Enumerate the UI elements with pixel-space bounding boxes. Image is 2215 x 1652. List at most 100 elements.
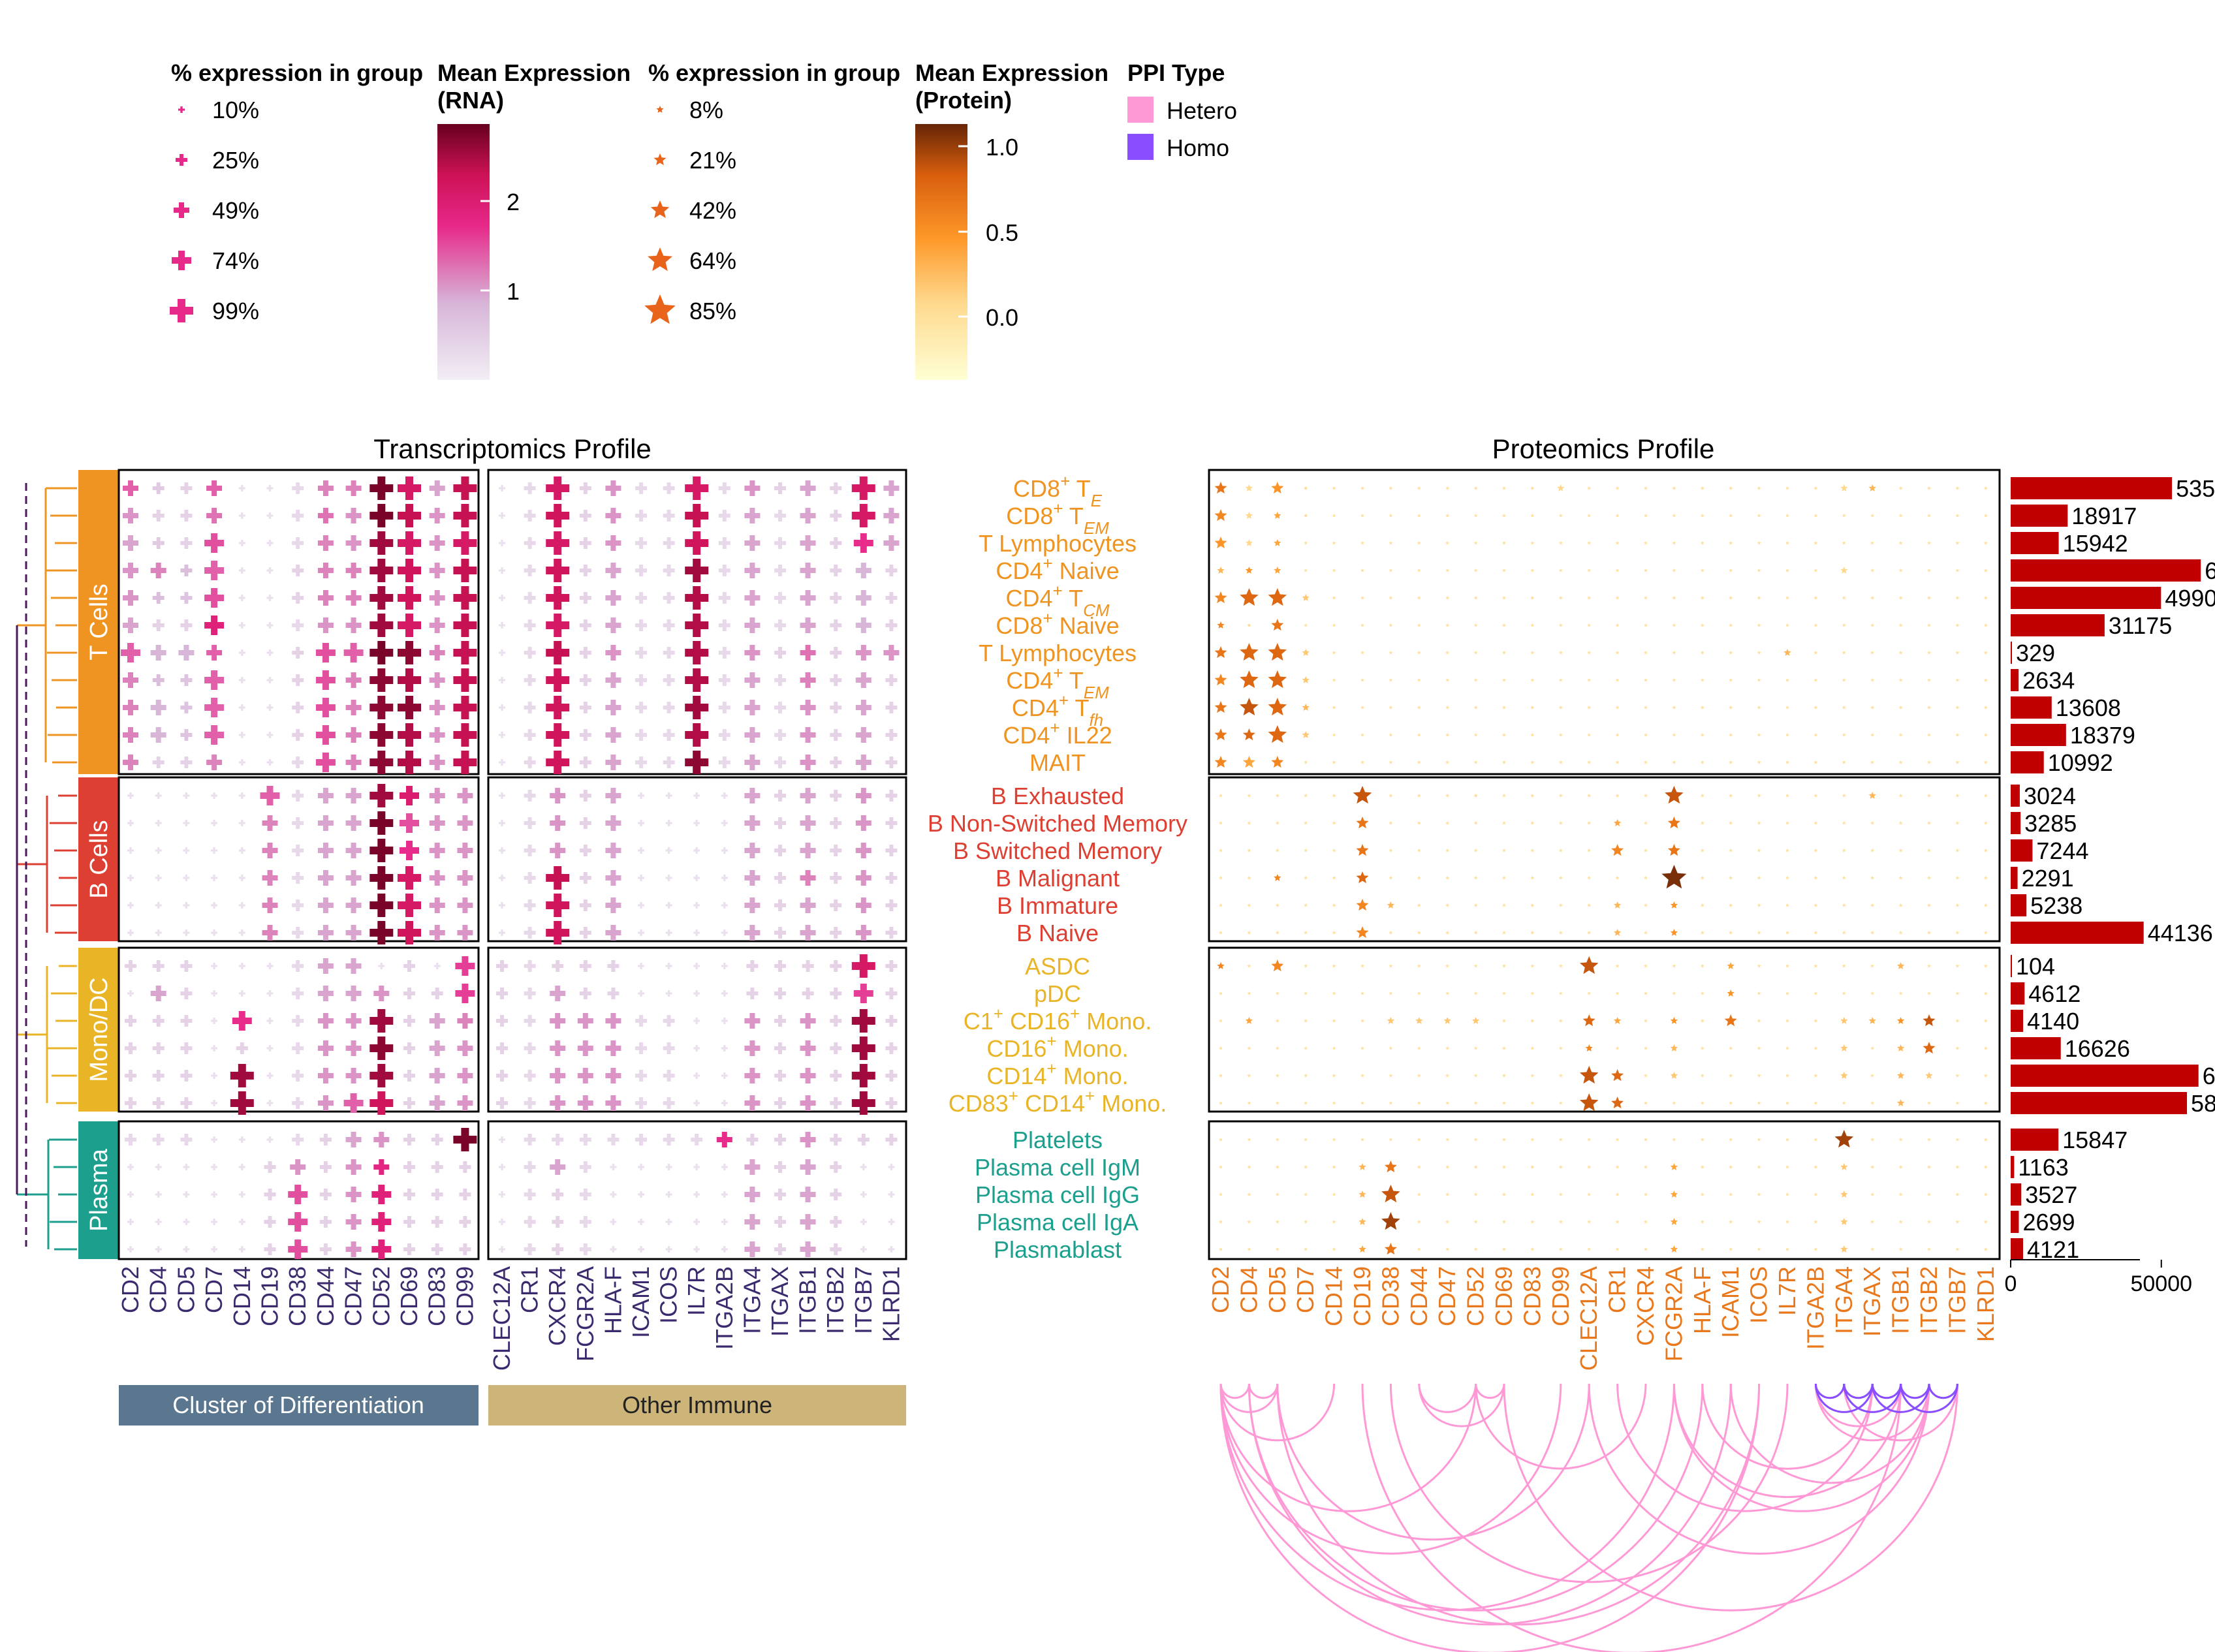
protein-gene-label: ICAM1 — [1717, 1266, 1744, 1338]
rna-expression-dot — [345, 1214, 362, 1230]
protein-expression-star — [1274, 539, 1281, 546]
rna-expression-dot — [605, 1013, 621, 1029]
protein-expression-star — [1587, 595, 1592, 600]
protein-expression-star — [1927, 1164, 1931, 1169]
rna-expression-dot — [211, 1191, 218, 1198]
protein-gene-label: FCGR2A — [1660, 1266, 1687, 1362]
protein-expression-star — [1983, 650, 1988, 655]
rna-expression-dot — [546, 641, 570, 664]
protein-expression-star — [1217, 567, 1225, 574]
protein-expression-star — [1417, 1100, 1421, 1105]
rna-expression-dot — [546, 559, 570, 582]
protein-expression-star — [1332, 1018, 1336, 1023]
protein-expression-star — [1417, 1247, 1421, 1251]
rna-expression-dot — [496, 1042, 508, 1054]
protein-expression-star — [1983, 540, 1988, 545]
rna-expression-dot — [266, 732, 274, 738]
rna-expression-dot — [431, 1189, 443, 1200]
protein-colorbar-tick-label: 1.0 — [986, 134, 1018, 161]
protein-expression-star — [1530, 678, 1535, 682]
protein-expression-star — [1417, 793, 1421, 798]
protein-expression-star — [1927, 793, 1931, 798]
rna-expression-dot — [457, 1040, 473, 1056]
rna-expression-dot — [800, 1095, 816, 1111]
protein-expression-star — [1757, 1247, 1761, 1251]
rna-expression-dot — [774, 1097, 786, 1109]
protein-expression-star — [1585, 1044, 1593, 1052]
protein-expression-star — [1247, 820, 1251, 825]
rna-expression-dot — [152, 756, 165, 768]
cell-type-label: B Exhausted — [991, 783, 1124, 809]
rna-expression-dot — [744, 925, 761, 941]
rna-expression-dot — [524, 1216, 536, 1228]
rna-expression-dot — [180, 619, 193, 631]
cell-count-axis-tick-label: 0 — [2005, 1271, 2017, 1296]
rna-gene-label: ICAM1 — [627, 1266, 654, 1338]
rna-expression-dot — [685, 668, 709, 692]
rna-expression-dot — [238, 847, 245, 854]
rna-expression-dot — [774, 565, 786, 576]
protein-expression-star — [1302, 676, 1310, 683]
rna-expression-dot — [693, 963, 700, 969]
rna-expression-dot — [403, 1216, 415, 1228]
protein-expression-star — [1502, 623, 1506, 627]
protein-expression-star — [1955, 875, 1960, 880]
rna-expression-dot — [459, 1216, 471, 1228]
rna-expression-dot — [855, 672, 872, 688]
cell-type-label: Plasma cell IgM — [975, 1154, 1140, 1181]
protein-expression-star — [1304, 1247, 1308, 1251]
rna-expression-dot — [317, 897, 334, 913]
protein-expression-star — [1729, 540, 1733, 545]
rna-expression-dot — [579, 899, 591, 911]
protein-expression-star — [1644, 848, 1648, 852]
rna-expression-dot — [665, 820, 672, 826]
cell-count-bar — [2011, 614, 2105, 636]
protein-expression-star — [1360, 623, 1364, 627]
rna-expression-dot — [266, 759, 274, 766]
rna-expression-dot — [830, 845, 842, 856]
protein-expression-star — [1670, 1017, 1678, 1024]
rna-expression-dot — [665, 1246, 672, 1253]
rna-expression-dot — [292, 482, 304, 494]
rna-expression-dot — [238, 622, 245, 629]
protein-expression-star — [1268, 670, 1287, 689]
rna-expression-dot — [317, 617, 334, 633]
protein-expression-star — [1840, 1191, 1848, 1198]
rna-expression-dot — [369, 641, 394, 664]
rna-expression-dot — [524, 482, 536, 494]
protein-expression-star — [1558, 1247, 1563, 1251]
rna-expression-dot — [371, 1239, 392, 1259]
rna-expression-dot — [855, 645, 872, 661]
protein-expression-star — [1360, 1073, 1364, 1078]
protein-expression-star — [1245, 567, 1253, 574]
protein-expression-star — [1360, 732, 1364, 737]
protein-expression-star — [1615, 732, 1620, 737]
protein-expression-star — [1955, 991, 1960, 995]
protein-expression-star — [1898, 991, 1903, 995]
rna-expression-dot — [524, 1042, 536, 1054]
protein-expression-star — [1644, 540, 1648, 545]
protein-expression-star — [1672, 963, 1676, 968]
protein-expression-star — [1842, 903, 1846, 907]
protein-expression-star — [1473, 820, 1478, 825]
rna-expression-dot — [830, 817, 842, 829]
rna-expression-dot — [453, 476, 477, 500]
protein-expression-star — [1927, 1137, 1931, 1142]
rna-expression-dot — [178, 645, 195, 661]
protein-expression-star — [1304, 1219, 1308, 1224]
protein-expression-star — [1729, 820, 1733, 825]
rna-expression-dot — [403, 988, 415, 999]
rna-expression-dot — [319, 1243, 332, 1255]
protein-expression-star — [1473, 1219, 1478, 1224]
rna-expression-dot — [883, 535, 900, 551]
protein-expression-star — [1644, 1219, 1648, 1224]
protein-expression-star — [1502, 1164, 1506, 1169]
rna-expression-dot — [693, 1072, 700, 1079]
protein-expression-star — [1785, 793, 1789, 798]
protein-expression-star — [1445, 930, 1450, 935]
protein-expression-star — [1785, 875, 1789, 880]
protein-expression-star — [1359, 1163, 1366, 1170]
protein-expression-star — [1473, 568, 1478, 572]
rna-colorbar-tick-label: 1 — [507, 278, 520, 305]
rna-expression-dot — [524, 537, 536, 549]
